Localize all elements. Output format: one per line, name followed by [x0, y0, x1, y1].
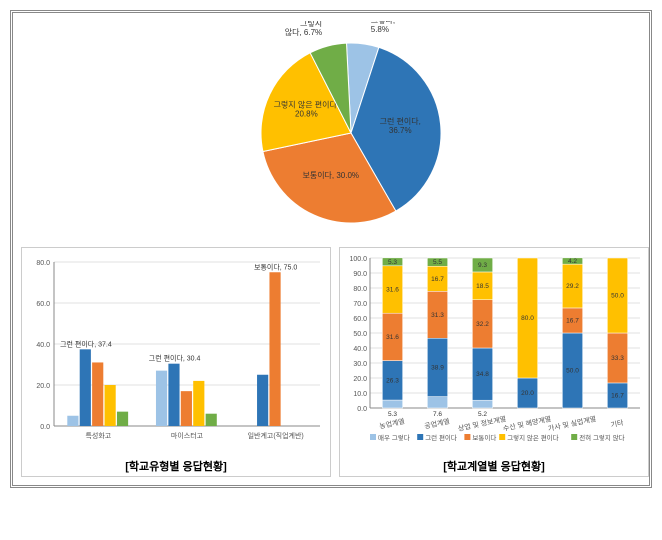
segment-label: 80.0: [521, 315, 534, 322]
stacked-bar-chart: 0.0 10.0 20.0 30.0 40.0 50.0 60.0 70.0 80.0 90.0 1…: [344, 252, 644, 452]
segment-label: 5.3: [388, 411, 397, 418]
bar: [269, 272, 280, 426]
segment-label: 4.2: [568, 258, 577, 265]
segment-label: 9.3: [478, 262, 487, 269]
right-caption: [학교계열별 응답현황]: [340, 458, 648, 474]
y-tick: 0.0: [40, 424, 50, 431]
legend-swatch: [571, 434, 577, 440]
segment-label: 18.5: [476, 283, 489, 290]
stacked-segment: [427, 397, 447, 408]
y-tick: 10.0: [353, 391, 367, 398]
bar: [156, 371, 167, 426]
segment-label: 34.8: [476, 371, 489, 378]
segment-label: 16.7: [611, 392, 624, 399]
bar-annotation: 그런 편이다, 37.4: [60, 339, 112, 348]
bar: [80, 349, 91, 426]
y-tick: 30.0: [353, 361, 367, 368]
grouped-bar-panel: 0.0 20.0 40.0 60.0 80.0 그런 편이다, 37.4 특성화고 그런 편이…: [21, 247, 331, 477]
segment-label: 32.2: [476, 321, 489, 328]
segment-label: 31.6: [386, 334, 399, 341]
pie-chart: 매우그렇다,5.8%그런 편이다,36.7%보통이다, 30.0%그렇지 않은 …: [21, 21, 645, 241]
legend-label: 그렇지 않은 편이다: [507, 433, 558, 442]
bar-annotation: 보통이다, 75.0: [254, 262, 297, 271]
x-tick: 마이스터고: [171, 431, 204, 440]
bar: [117, 412, 128, 426]
y-tick: 20.0: [353, 376, 367, 383]
bar: [105, 385, 116, 426]
x-tick: 수산 및 해양계열: [502, 414, 552, 433]
pie-slice-label: 전혀그렇지않다, 6.7%: [285, 21, 322, 37]
segment-label: 50.0: [566, 368, 579, 375]
x-tick: 농업계열: [378, 416, 405, 430]
y-tick: 100.0: [349, 256, 367, 263]
left-caption: [학교유형별 응답현황]: [22, 458, 330, 474]
pie-chart-panel: 매우그렇다,5.8%그런 편이다,36.7%보통이다, 30.0%그렇지 않은 …: [21, 21, 641, 241]
bar: [168, 364, 179, 426]
x-tick: 가사 및 실업계열: [547, 414, 597, 433]
x-tick: 일반계고(직업계반): [248, 431, 304, 440]
y-tick: 20.0: [36, 383, 50, 390]
y-tick: 40.0: [353, 346, 367, 353]
y-tick: 60.0: [36, 301, 50, 308]
y-tick: 70.0: [353, 301, 367, 308]
segment-label: 5.2: [478, 411, 487, 418]
segment-label: 29.2: [566, 283, 579, 290]
segment-label: 26.3: [386, 377, 399, 384]
legend-label: 매우 그렇다: [378, 433, 410, 442]
legend-swatch: [370, 434, 376, 440]
segment-label: 5.3: [388, 259, 397, 266]
segment-label: 5.5: [433, 259, 442, 266]
legend-swatch: [417, 434, 423, 440]
y-tick: 50.0: [353, 331, 367, 338]
legend-label: 전혀 그렇지 않다: [579, 433, 624, 442]
grouped-bar-chart: 0.0 20.0 40.0 60.0 80.0 그런 편이다, 37.4 특성화고 그런 편이…: [26, 252, 326, 452]
bar: [92, 362, 103, 426]
x-tick: 기타: [610, 418, 625, 430]
stacked-bar-panel: 0.0 10.0 20.0 30.0 40.0 50.0 60.0 70.0 80.0 90.0 1…: [339, 247, 649, 477]
y-tick: 60.0: [353, 316, 367, 323]
segment-label: 16.7: [431, 276, 444, 283]
bar: [67, 416, 78, 426]
bar: [257, 375, 268, 426]
chart-frame: 매우그렇다,5.8%그런 편이다,36.7%보통이다, 30.0%그렇지 않은 …: [10, 10, 652, 488]
segment-label: 50.0: [611, 293, 624, 300]
x-tick: 특성화고: [85, 431, 111, 440]
legend-label: 보통이다: [472, 433, 496, 442]
y-tick: 90.0: [353, 271, 367, 278]
bar: [206, 414, 217, 426]
segment-label: 31.6: [386, 287, 399, 294]
legend-swatch: [464, 434, 470, 440]
segment-label: 31.3: [431, 312, 444, 319]
segment-label: 20.0: [521, 390, 534, 397]
bar: [193, 381, 204, 426]
stacked-segment: [472, 400, 492, 408]
pie-slice-label: 매우그렇다,5.8%: [371, 21, 395, 34]
segment-label: 7.6: [433, 411, 442, 418]
bar: [181, 391, 192, 426]
y-tick: 80.0: [353, 286, 367, 293]
segment-label: 16.7: [566, 317, 579, 324]
x-tick: 공업계열: [423, 416, 450, 430]
bar-annotation: 그런 편이다, 30.4: [149, 354, 201, 363]
y-tick: 40.0: [36, 342, 50, 349]
y-tick: 0.0: [357, 406, 367, 413]
segment-label: 33.3: [611, 355, 624, 362]
legend-label: 그런 편이다: [425, 433, 457, 442]
y-tick: 80.0: [36, 260, 50, 267]
legend-swatch: [499, 434, 505, 440]
pie-slice-label: 보통이다, 30.0%: [302, 170, 359, 180]
stacked-segment: [382, 400, 402, 408]
bottom-row: 0.0 20.0 40.0 60.0 80.0 그런 편이다, 37.4 특성화고 그런 편이…: [21, 247, 641, 477]
segment-label: 38.9: [431, 364, 444, 371]
